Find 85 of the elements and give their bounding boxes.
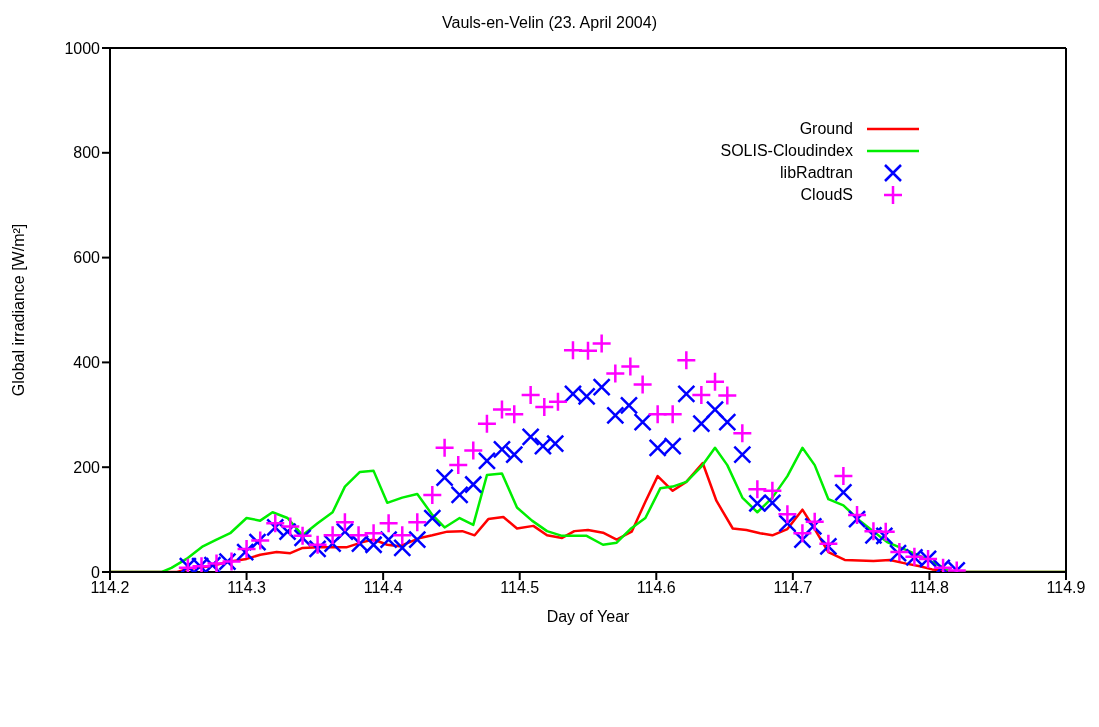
point: [533, 436, 553, 456]
x-tick-label: 114.6: [636, 579, 676, 597]
point: [833, 465, 854, 487]
point: [378, 513, 399, 534]
point: [591, 333, 612, 354]
x-tick-label: 114.4: [363, 579, 403, 597]
point: [677, 384, 696, 404]
chart-title: Vauls-en-Velin (23. April 2004): [441, 14, 658, 32]
legend-label: Ground: [799, 120, 853, 138]
point: [407, 511, 428, 533]
point: [464, 475, 483, 494]
point: [492, 440, 512, 459]
point: [504, 404, 525, 425]
point: [704, 371, 726, 393]
y-tick-label: 600: [73, 249, 101, 267]
point: [662, 404, 683, 425]
y-tick-label: 0: [91, 563, 101, 581]
point: [834, 483, 853, 502]
point: [717, 385, 738, 406]
point: [777, 504, 798, 525]
point: [705, 400, 725, 419]
point: [505, 445, 524, 464]
point: [875, 521, 896, 542]
point: [423, 508, 442, 528]
y-tick-label: 1000: [64, 39, 101, 57]
point: [249, 530, 271, 551]
x-tick-label: 114.5: [500, 579, 540, 597]
y-axis-title: Global irradiance [W/m²]: [9, 223, 27, 397]
point: [620, 356, 641, 377]
point: [491, 399, 513, 420]
point: [463, 440, 484, 461]
point: [804, 511, 825, 532]
y-tick-label: 400: [73, 354, 101, 372]
point: [545, 434, 565, 453]
y-tick-label: 200: [73, 458, 101, 476]
y-tick-label: 800: [73, 144, 101, 162]
point: [577, 340, 599, 362]
point: [408, 530, 427, 549]
point: [534, 396, 555, 418]
point: [692, 414, 711, 433]
point: [307, 534, 328, 555]
point: [633, 412, 652, 432]
point: [379, 530, 398, 549]
legend-label: libRadtran: [780, 164, 853, 182]
point: [718, 412, 737, 432]
point: [762, 480, 783, 502]
point: [422, 484, 443, 506]
point: [448, 454, 469, 476]
point: [435, 468, 454, 487]
x-tick-label: 114.9: [1046, 579, 1086, 597]
point: [747, 478, 768, 500]
point: [450, 485, 469, 505]
point: [632, 374, 653, 395]
point: [733, 445, 752, 464]
x-axis-title: Day of Year: [546, 608, 631, 625]
point: [792, 522, 813, 544]
x-tick-label: 114.2: [90, 579, 130, 597]
point: [592, 377, 611, 397]
point: [691, 384, 712, 406]
point: [434, 437, 455, 459]
point: [334, 511, 356, 533]
point: [547, 391, 569, 412]
point: [363, 522, 384, 544]
point: [676, 350, 697, 371]
x-tick-label: 114.8: [910, 579, 949, 597]
point: [846, 504, 868, 526]
legend-label: SOLIS-Cloudindex: [720, 142, 853, 160]
point: [393, 538, 412, 558]
legend-label: CloudS: [800, 186, 853, 204]
x-tick-label: 114.3: [227, 579, 267, 597]
point: [521, 427, 540, 447]
point: [476, 413, 498, 434]
point: [605, 363, 626, 384]
point: [322, 525, 343, 546]
x-tick-label: 114.7: [773, 579, 813, 597]
point: [520, 384, 541, 406]
point: [392, 525, 413, 546]
point: [732, 422, 753, 444]
point: [562, 340, 584, 361]
point: [348, 525, 369, 546]
point: [265, 513, 286, 534]
point: [606, 406, 625, 425]
point: [335, 522, 355, 541]
point: [477, 451, 497, 471]
point: [619, 396, 639, 415]
